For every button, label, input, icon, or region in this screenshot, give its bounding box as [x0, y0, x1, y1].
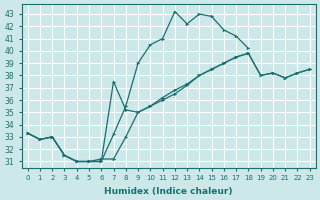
X-axis label: Humidex (Indice chaleur): Humidex (Indice chaleur): [104, 187, 233, 196]
